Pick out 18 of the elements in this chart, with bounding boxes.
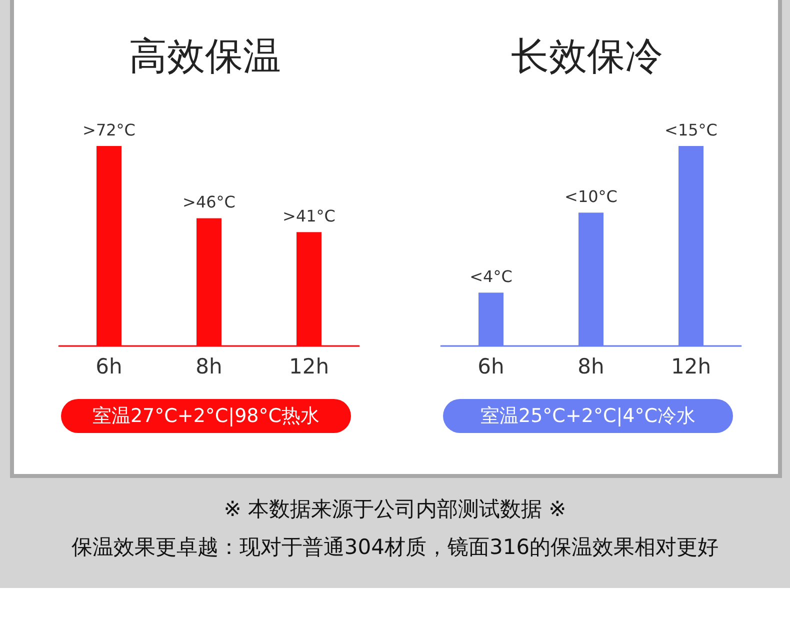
x-tick-label: 12h [670,354,712,378]
data-label: <15°C [664,120,718,140]
data-label: >46°C [182,192,236,212]
chart-title: 高效保温 [129,34,281,78]
text: 保温效果更卓越：现对于普通304材质，镜面316的保温效果相对更好 [70,534,720,561]
data-label: >72°C [82,120,136,140]
x-tick-label: 8h [196,354,222,378]
x-tick-label: 6h [478,354,504,378]
text: 室温25°C+2°C|4°C冷水 [443,399,733,433]
x-tick-label: 6h [96,354,122,378]
data-label: >41°C [282,206,336,226]
data-label: <10°C [564,187,618,206]
text: ※ 本数据来源于公司内部测试数据 ※ [222,496,568,523]
text: 室温27°C+2°C|98°C热水 [61,399,351,433]
x-tick-label: 12h [288,354,330,378]
x-tick-label: 8h [578,354,604,378]
data-label: <4°C [470,267,512,286]
chart-title: 长效保冷 [511,34,663,78]
